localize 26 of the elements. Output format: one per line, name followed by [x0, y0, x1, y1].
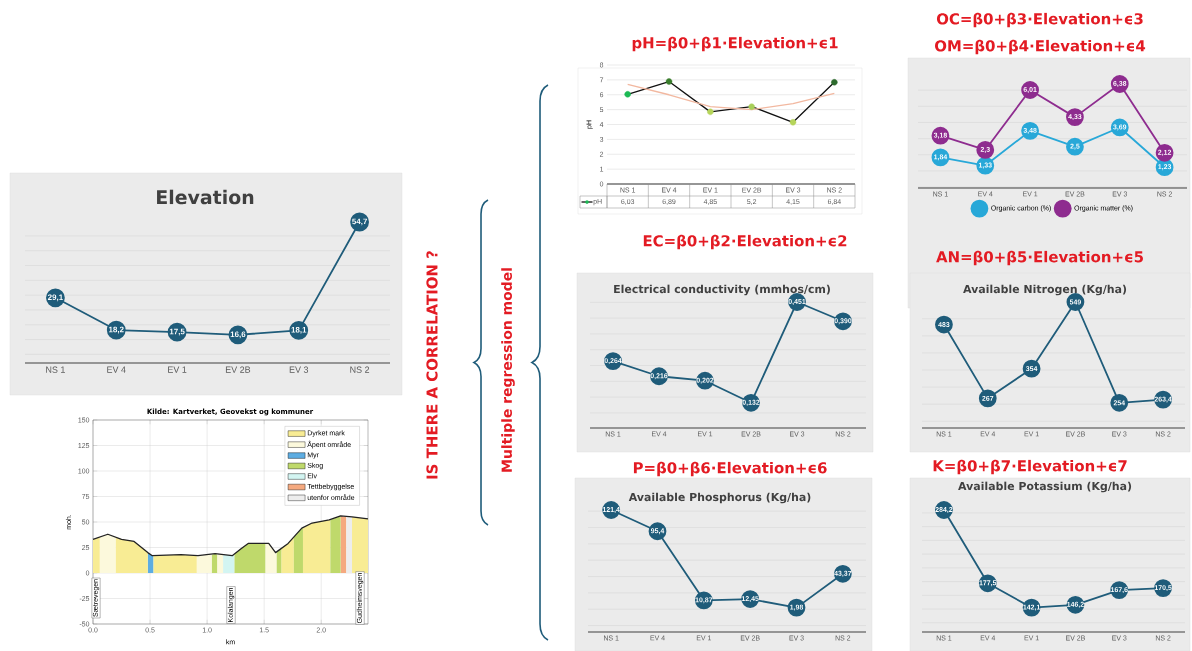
- point: [789, 119, 797, 126]
- point: [748, 103, 755, 110]
- chart-subtitle: Available Nitrogen (Kg/ha): [963, 284, 1127, 296]
- chart-subtitle: OM=β0+β4·Elevation+ϵ4: [935, 39, 1146, 55]
- point: [831, 79, 838, 86]
- x-tick-label: NS 2: [350, 366, 370, 373]
- chart-title: pH=β0+β1·Elevation+ϵ1: [632, 36, 838, 52]
- x-tick-label: NS 1: [46, 366, 65, 373]
- point: [624, 91, 631, 98]
- chart-title: OC=β0+β3·Elevation+ϵ3: [936, 12, 1143, 28]
- chart-title: EC=β0+β2·Elevation+ϵ2: [643, 234, 847, 250]
- text: Multiple regression model: [501, 268, 515, 472]
- x-tick-label: EV 1: [168, 366, 187, 373]
- chart-title: AN=β0+β5·Elevation+ϵ5: [936, 250, 1143, 266]
- text: IS THERE A CORRELATION ?: [426, 251, 438, 479]
- x-tick-label: EV 3: [289, 366, 309, 373]
- x-tick-label: EV 4: [107, 366, 126, 373]
- x-tick-label: EV 2B: [225, 366, 251, 373]
- chart-title: P=β0+β6·Elevation+ϵ6: [633, 461, 827, 477]
- chart-title: K=β0+β7·Elevation+ϵ7: [933, 459, 1127, 475]
- chart-subtitle: Available Potassium (Kg/ha): [958, 481, 1132, 493]
- point: [665, 78, 673, 85]
- chart-subtitle: Electrical conductivity (mmhos/cm): [614, 284, 830, 296]
- chart-subtitle: Available Phosphorus (Kg/ha): [628, 492, 811, 504]
- point: [707, 108, 714, 116]
- chart-title: Elevation: [157, 189, 254, 205]
